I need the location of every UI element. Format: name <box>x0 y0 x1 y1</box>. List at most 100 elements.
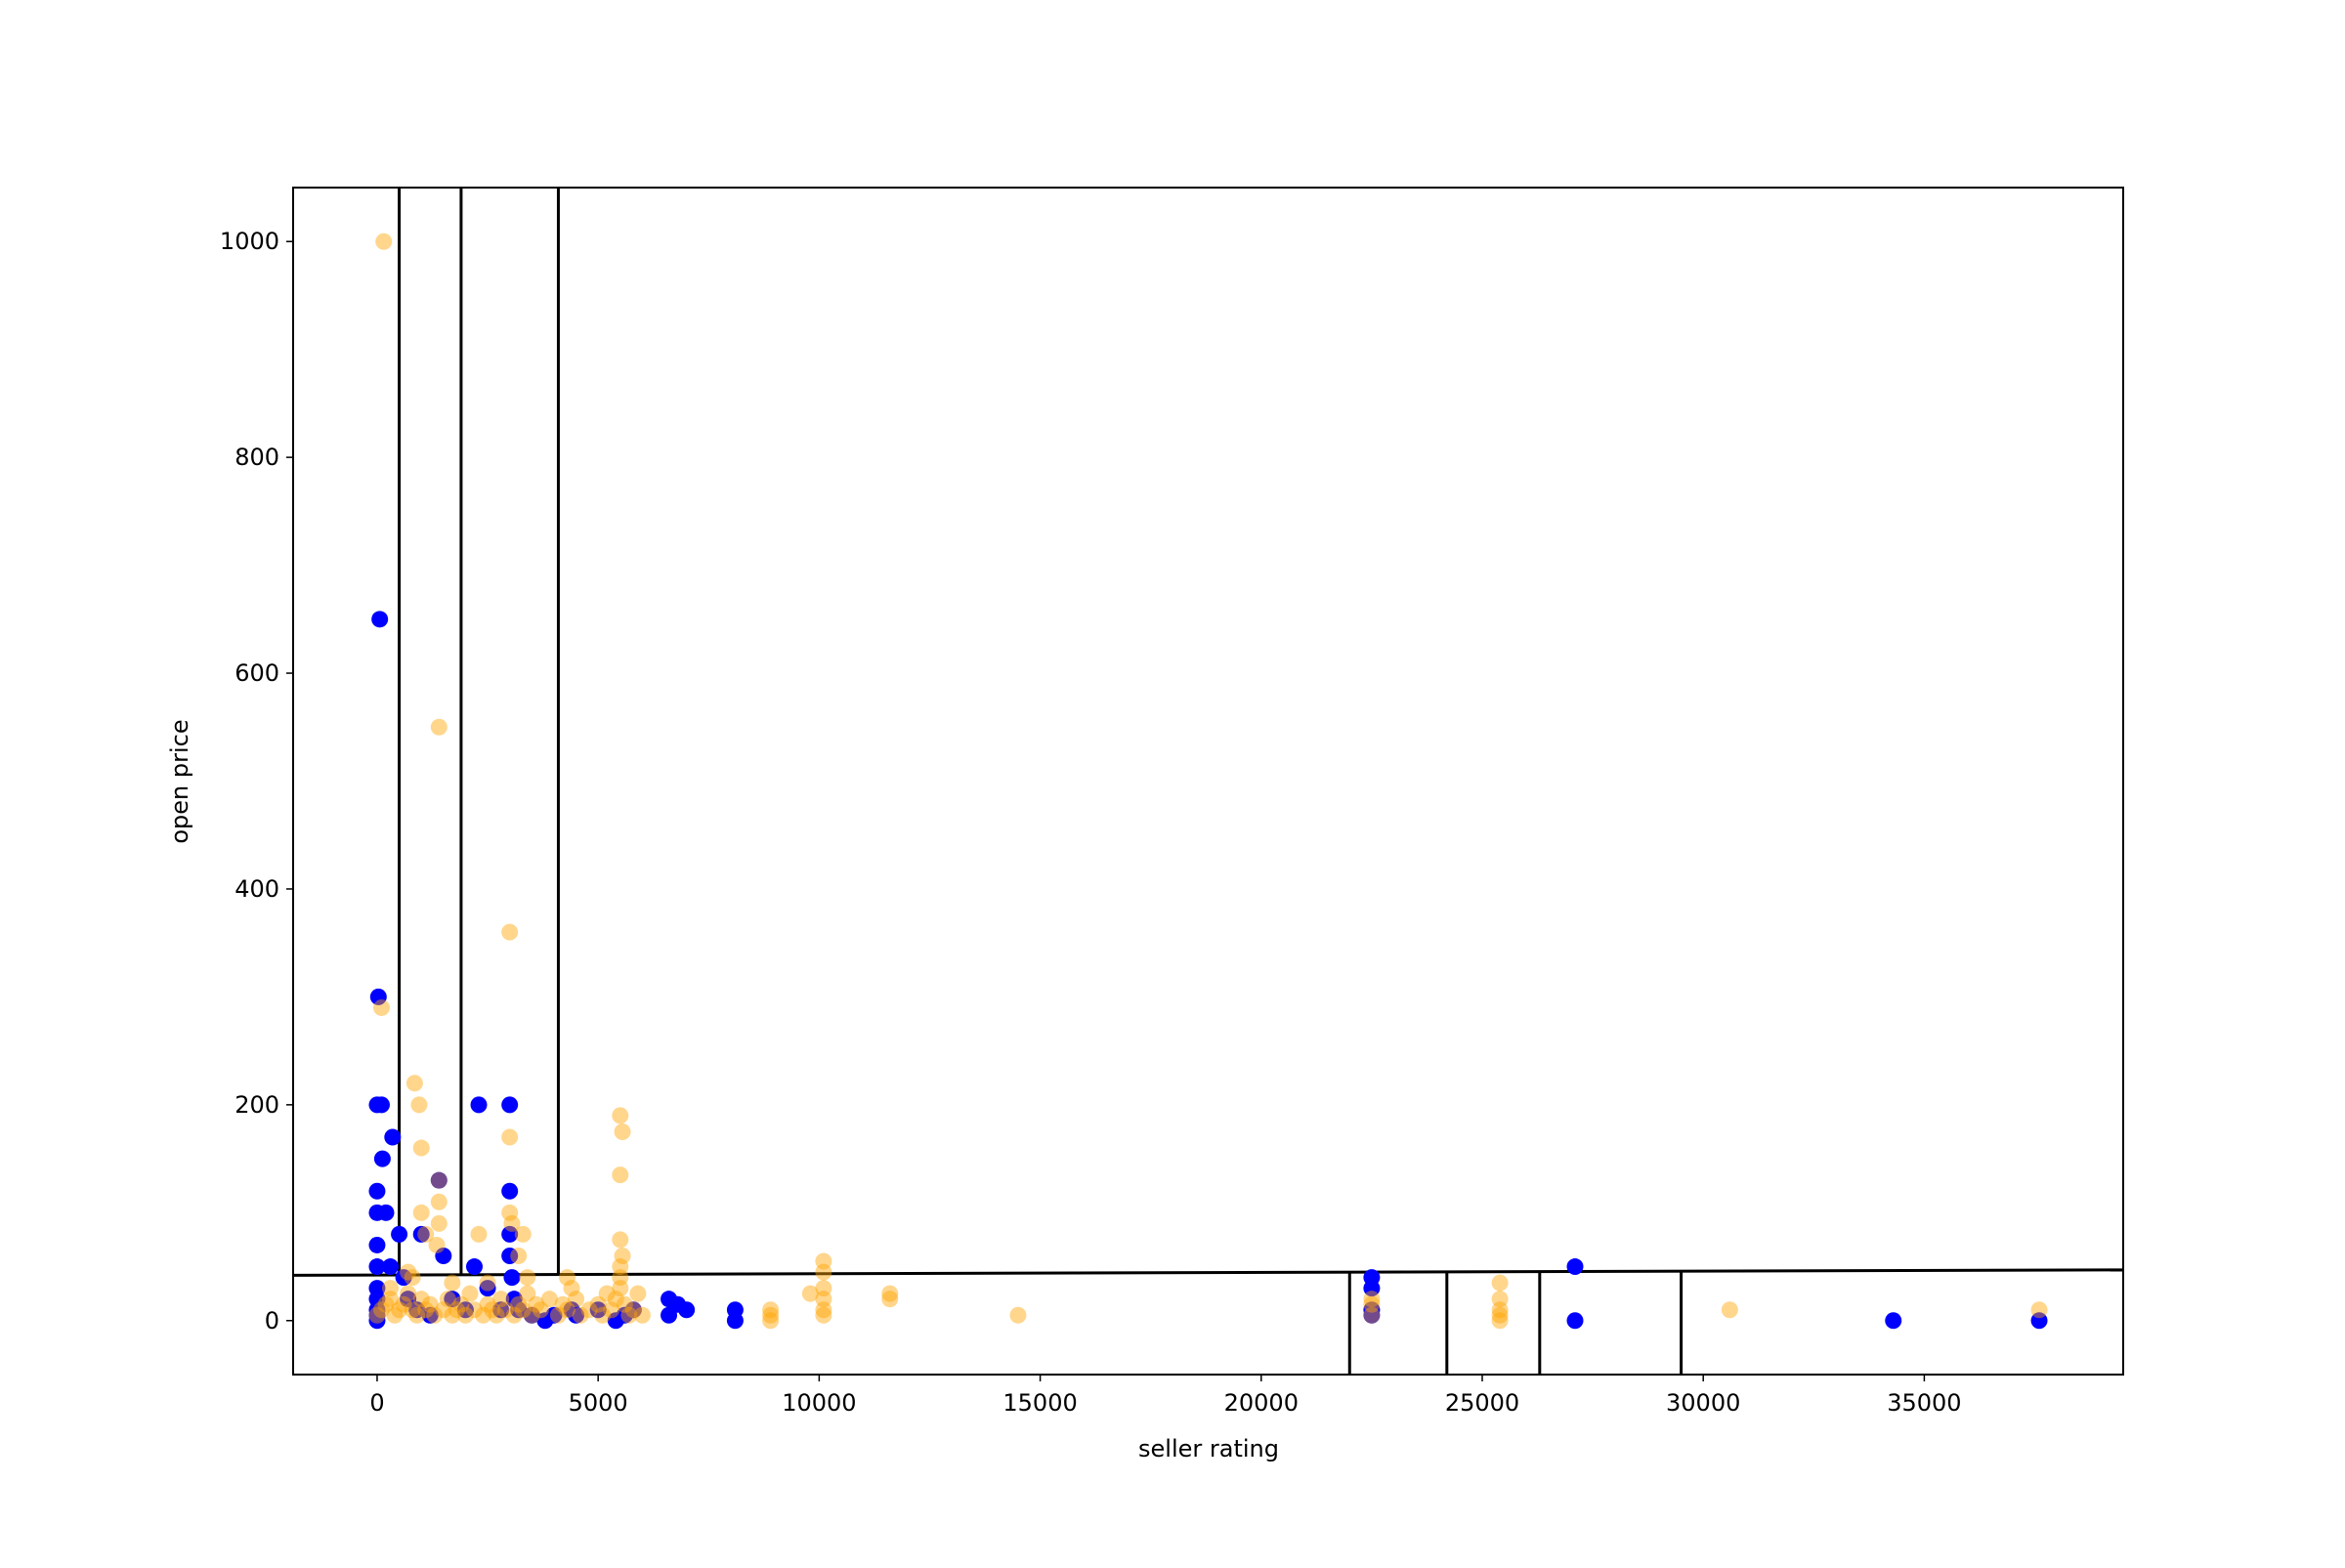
blue-point <box>368 1236 386 1253</box>
orange-point <box>1491 1274 1509 1292</box>
blue-point <box>391 1225 408 1243</box>
blue-point <box>479 1280 496 1297</box>
orange-point <box>492 1291 510 1308</box>
orange-point <box>514 1225 532 1243</box>
orange-point <box>503 1214 521 1232</box>
blue-point <box>501 1182 519 1200</box>
orange-point <box>404 1301 421 1319</box>
points-layer <box>368 233 2048 1330</box>
orange-point <box>501 1204 519 1221</box>
orange-point <box>382 1280 400 1297</box>
blue-point <box>492 1301 510 1319</box>
blue-point <box>456 1301 474 1319</box>
y-axis: 0 200 400 600 800 1000 <box>220 228 293 1335</box>
orange-point <box>514 1301 532 1319</box>
orange-point <box>594 1306 612 1324</box>
x-tick-label: 30000 <box>1666 1389 1740 1417</box>
orange-point <box>428 1236 446 1253</box>
orange-point <box>612 1269 629 1287</box>
y-tick-label: 400 <box>234 875 279 903</box>
orange-point <box>488 1306 505 1324</box>
orange-point <box>572 1306 589 1324</box>
orange-point <box>558 1269 576 1287</box>
blue-point <box>545 1306 563 1324</box>
y-tick-label: 600 <box>234 659 279 687</box>
blue-point <box>470 1096 488 1114</box>
orange-point <box>439 1291 456 1308</box>
x-tick-label: 35000 <box>1887 1389 1961 1417</box>
orange-point <box>412 1139 430 1157</box>
x-tick-label: 15000 <box>1002 1389 1077 1417</box>
orange-point <box>479 1295 496 1313</box>
orange-point <box>484 1301 501 1319</box>
blue-point <box>589 1301 607 1319</box>
orange-point <box>444 1274 461 1292</box>
orange-point <box>815 1263 832 1281</box>
blue-point <box>624 1301 642 1319</box>
orange-point <box>762 1301 780 1319</box>
blue-point <box>444 1291 461 1308</box>
orange-point <box>408 1306 426 1324</box>
orange-point <box>568 1291 585 1308</box>
y-tick-label: 200 <box>234 1091 279 1119</box>
orange-point <box>881 1291 899 1308</box>
orange-point <box>400 1263 417 1281</box>
orange-point <box>435 1301 452 1319</box>
orange-point <box>405 1075 423 1092</box>
blue-point <box>510 1301 528 1319</box>
orange-point <box>881 1285 899 1302</box>
y-tick-label: 800 <box>234 444 279 471</box>
orange-point <box>612 1166 629 1184</box>
orange-point <box>815 1280 832 1297</box>
orange-point <box>762 1312 780 1330</box>
orange-point <box>563 1280 580 1297</box>
y-axis-label: open price <box>166 719 193 843</box>
blue-point <box>1566 1312 1584 1330</box>
orange-point <box>801 1285 819 1302</box>
orange-point <box>412 1204 430 1221</box>
orange-point <box>400 1285 417 1302</box>
blue-point <box>501 1248 519 1264</box>
plot-frame <box>292 187 2124 1376</box>
blue-point <box>368 1182 386 1200</box>
orange-point <box>391 1301 408 1319</box>
orange-point <box>461 1285 479 1302</box>
orange-point <box>372 998 390 1016</box>
blue-point <box>430 1171 448 1189</box>
orange-point <box>421 1295 439 1313</box>
orange-point <box>368 1306 386 1324</box>
orange-point <box>510 1248 528 1264</box>
orange-point <box>2030 1301 2048 1319</box>
orange-point <box>1721 1301 1738 1319</box>
orange-point <box>430 718 448 736</box>
orange-point <box>633 1306 651 1324</box>
orange-point <box>589 1295 607 1313</box>
x-axis-label: seller rating <box>1138 1435 1279 1462</box>
orange-point <box>465 1301 483 1319</box>
y-tick-label: 1000 <box>220 228 279 255</box>
blue-point <box>661 1306 678 1324</box>
orange-point <box>607 1291 624 1308</box>
orange-point <box>448 1301 465 1319</box>
x-tick-label: 5000 <box>569 1389 628 1417</box>
orange-point <box>1363 1295 1381 1313</box>
orange-point <box>612 1258 629 1276</box>
orange-point <box>475 1306 492 1324</box>
orange-point <box>372 1301 390 1319</box>
blue-point <box>369 988 387 1005</box>
orange-point <box>1491 1301 1509 1319</box>
orange-point <box>430 1171 448 1189</box>
orange-point <box>528 1295 545 1313</box>
orange-point <box>815 1252 832 1270</box>
orange-point <box>1491 1306 1509 1324</box>
blue-point <box>2030 1312 2048 1330</box>
orange-point <box>375 233 393 250</box>
x-tick-label: 20000 <box>1224 1389 1299 1417</box>
blue-point <box>377 1204 395 1221</box>
orange-point <box>470 1225 488 1243</box>
orange-point <box>1363 1291 1381 1308</box>
blue-point <box>368 1280 386 1297</box>
